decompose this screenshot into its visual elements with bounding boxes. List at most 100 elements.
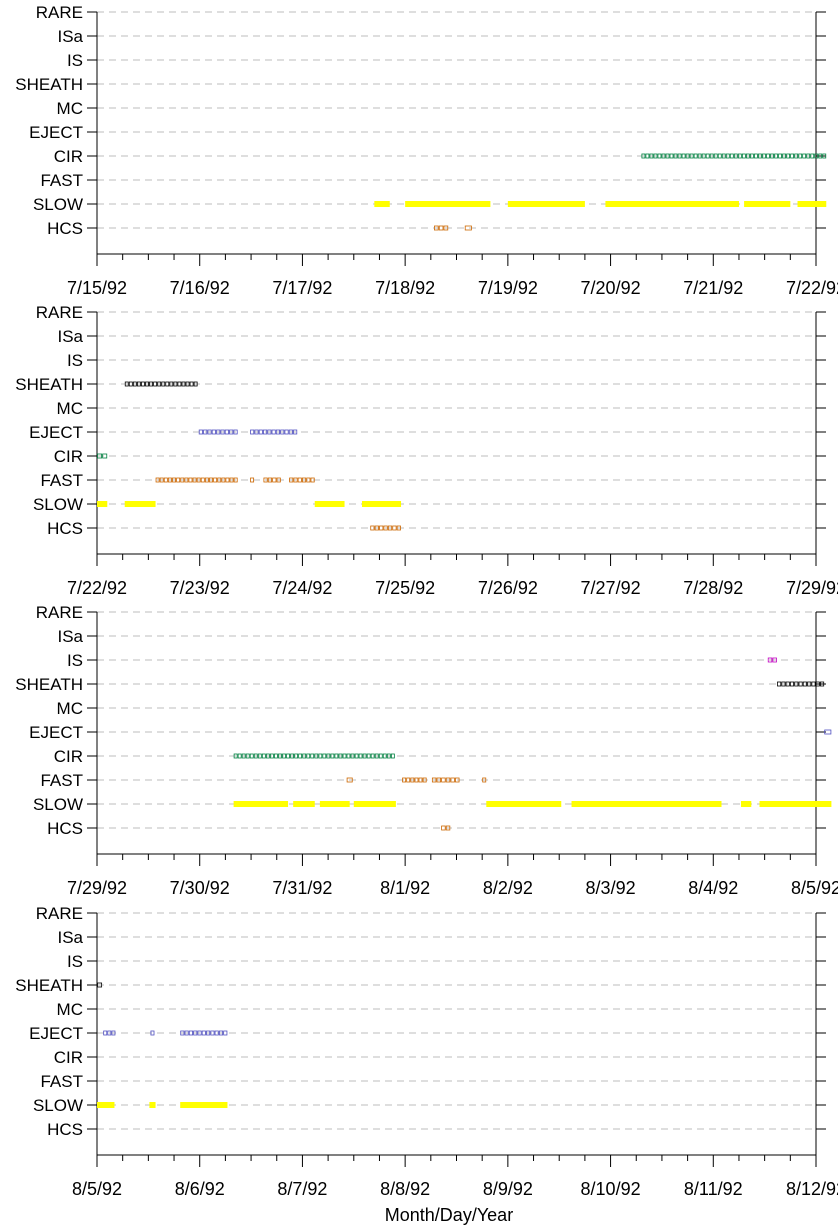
interval-marker bbox=[790, 153, 795, 159]
interval-marker bbox=[165, 381, 170, 387]
interval-marker bbox=[396, 525, 401, 531]
interval-fast-2-7 bbox=[263, 477, 281, 483]
x-tick-label-7-26-92: 7/26/92 bbox=[478, 578, 538, 598]
interval-marker bbox=[111, 1030, 116, 1036]
interval-marker bbox=[97, 453, 103, 459]
interval-marker bbox=[290, 753, 294, 759]
interval-marker bbox=[318, 753, 323, 759]
interval-marker bbox=[438, 225, 444, 231]
interval-marker bbox=[193, 381, 198, 387]
panel-4: RARE ISa IS SHEATH MC EJECT CIR FAST SLOW HCS 8/5/… bbox=[15, 904, 838, 1199]
interval-is-3-1 bbox=[767, 657, 777, 663]
category-label-sheath: SHEATH bbox=[15, 75, 83, 94]
interval-marker bbox=[350, 753, 355, 759]
interval-hcs-2-13 bbox=[370, 525, 401, 531]
interval-slow-3-9 bbox=[233, 801, 289, 807]
category-label-rare: RARE bbox=[36, 603, 83, 622]
interval-marker bbox=[257, 753, 262, 759]
interval-marker bbox=[185, 381, 190, 387]
interval-marker bbox=[149, 381, 153, 387]
x-tick-label-7-24-92: 7/24/92 bbox=[272, 578, 332, 598]
interval-marker bbox=[387, 525, 393, 531]
interval-marker bbox=[781, 681, 786, 687]
interval-marker bbox=[386, 753, 391, 759]
category-label-sheath: SHEATH bbox=[15, 675, 83, 694]
interval-marker bbox=[402, 777, 407, 783]
category-label-cir: CIR bbox=[54, 1048, 83, 1067]
interval-fast-3-7 bbox=[431, 777, 460, 783]
category-label-slow: SLOW bbox=[33, 195, 83, 214]
interval-marker bbox=[693, 153, 698, 159]
interval-sheath-4-1 bbox=[97, 982, 103, 988]
interval-marker bbox=[733, 153, 738, 159]
interval-slow-3-16 bbox=[759, 801, 832, 807]
x-axis-label: Month/Day/Year bbox=[385, 1205, 513, 1225]
category-label-isa: ISa bbox=[57, 928, 83, 947]
interval-marker bbox=[721, 153, 726, 159]
interval-marker bbox=[406, 777, 411, 783]
interval-marker bbox=[163, 477, 168, 483]
interval-marker bbox=[211, 429, 216, 435]
x-tick-label-7-22-92: 7/22/92 bbox=[786, 278, 838, 298]
interval-marker bbox=[196, 477, 201, 483]
interval-marker bbox=[464, 225, 472, 231]
interval-marker bbox=[136, 381, 141, 387]
interval-marker bbox=[282, 753, 286, 759]
interval-marker bbox=[436, 777, 441, 783]
category-label-is: IS bbox=[67, 651, 83, 670]
interval-marker bbox=[785, 681, 790, 687]
panel-1: RARE ISa IS SHEATH MC EJECT CIR FAST SLOW HCS 7/15… bbox=[15, 3, 838, 298]
interval-marker bbox=[293, 429, 298, 435]
category-label-is: IS bbox=[67, 351, 83, 370]
interval-marker bbox=[297, 477, 302, 483]
interval-slow-3-15 bbox=[741, 801, 752, 807]
interval-marker bbox=[378, 753, 383, 759]
interval-marker bbox=[689, 153, 694, 159]
interval-marker bbox=[798, 153, 803, 159]
interval-marker bbox=[770, 153, 774, 159]
interval-marker bbox=[188, 1030, 193, 1036]
interval-marker bbox=[677, 153, 682, 159]
category-label-eject: EJECT bbox=[29, 423, 83, 442]
interval-slow-2-12 bbox=[362, 501, 402, 507]
interval-marker bbox=[665, 153, 670, 159]
interval-marker bbox=[184, 477, 189, 483]
x-tick-label-7-25-92: 7/25/92 bbox=[375, 578, 435, 598]
interval-marker bbox=[302, 753, 307, 759]
x-tick-label-8-7-92: 8/7/92 bbox=[277, 1179, 327, 1199]
interval-marker bbox=[701, 153, 706, 159]
interval-marker bbox=[192, 477, 197, 483]
interval-marker bbox=[685, 153, 690, 159]
interval-marker bbox=[173, 381, 178, 387]
interval-slow-3-11 bbox=[319, 801, 350, 807]
interval-marker bbox=[794, 153, 799, 159]
interval-marker bbox=[141, 381, 145, 387]
interval-marker bbox=[161, 381, 166, 387]
category-label-eject: EJECT bbox=[29, 123, 83, 142]
interval-marker bbox=[815, 681, 820, 687]
interval-slow-1-4 bbox=[507, 201, 585, 207]
interval-marker bbox=[233, 429, 238, 435]
x-tick-label-8-10-92: 8/10/92 bbox=[581, 1179, 641, 1199]
interval-eject-3-3 bbox=[824, 729, 832, 735]
interval-marker bbox=[314, 753, 319, 759]
interval-marker bbox=[709, 153, 714, 159]
interval-marker bbox=[258, 429, 263, 435]
x-tick-label-7-15-92: 7/15/92 bbox=[67, 278, 127, 298]
interval-marker bbox=[214, 1030, 219, 1036]
interval-marker bbox=[653, 153, 658, 159]
interval-marker bbox=[97, 982, 103, 988]
category-label-rare: RARE bbox=[36, 303, 83, 322]
interval-marker bbox=[822, 153, 827, 159]
interval-hcs-1-9 bbox=[464, 225, 472, 231]
category-label-isa: ISa bbox=[57, 627, 83, 646]
interval-marker bbox=[669, 153, 674, 159]
interval-marker bbox=[445, 777, 451, 783]
interval-marker bbox=[786, 153, 790, 159]
category-label-sheath: SHEATH bbox=[15, 375, 83, 394]
category-label-mc: MC bbox=[57, 699, 83, 718]
category-label-fast: FAST bbox=[40, 471, 83, 490]
x-tick-label-8-4-92: 8/4/92 bbox=[688, 878, 738, 898]
interval-marker bbox=[374, 753, 379, 759]
category-label-fast: FAST bbox=[40, 771, 83, 790]
